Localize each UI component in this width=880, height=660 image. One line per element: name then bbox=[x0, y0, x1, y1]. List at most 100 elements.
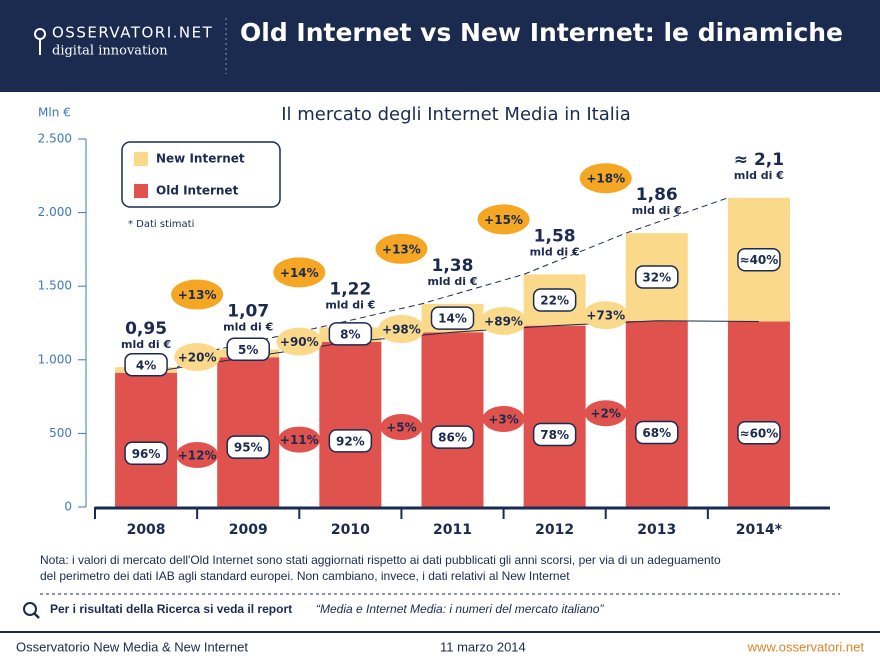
old-growth: +5% bbox=[386, 421, 416, 435]
y-tick-label: 1.000 bbox=[38, 352, 72, 366]
new-growth: +89% bbox=[484, 314, 523, 328]
new-growth-bubble bbox=[582, 301, 629, 330]
bar-segment bbox=[115, 372, 178, 507]
old-share-label: ≈60% bbox=[740, 426, 779, 440]
old-growth-bubble bbox=[584, 400, 627, 427]
total-label: 1,38 bbox=[432, 256, 474, 276]
new-growth-bubble bbox=[174, 343, 221, 372]
note-line: Nota: i valori di mercato dell'Old Inter… bbox=[40, 553, 721, 567]
old-growth-bubble bbox=[278, 426, 321, 453]
bar-segment bbox=[625, 320, 688, 507]
old-share-label-box bbox=[226, 435, 270, 459]
chart-title: Il mercato degli Internet Media in Itali… bbox=[281, 104, 631, 125]
x-tick-label: 2010 bbox=[331, 522, 370, 538]
new-share-label: ≈40% bbox=[740, 253, 779, 267]
total-growth-bubble bbox=[579, 163, 632, 194]
new-growth: +73% bbox=[586, 309, 625, 323]
x-tick-label: 2013 bbox=[637, 522, 676, 538]
old-growth: +12% bbox=[178, 449, 217, 463]
new-growth-bubble bbox=[480, 306, 527, 335]
report-intro: Per i risultati della Ricerca si veda il… bbox=[50, 602, 292, 616]
total-label: 1,86 bbox=[636, 185, 678, 205]
y-tick-label: 2.500 bbox=[38, 132, 72, 146]
old-share-label-box bbox=[430, 425, 475, 449]
total-growth: +14% bbox=[280, 266, 319, 280]
total-label: 0,95 bbox=[125, 319, 167, 339]
bar-segment bbox=[727, 321, 790, 507]
total-growth: +18% bbox=[586, 172, 625, 186]
total-growth: +15% bbox=[484, 213, 523, 227]
legend-swatch bbox=[134, 152, 148, 166]
total-unit: mld di € bbox=[427, 275, 477, 288]
footer-date: 11 marzo 2014 bbox=[440, 639, 526, 654]
old-share-label-box bbox=[635, 420, 679, 445]
old-growth: +11% bbox=[280, 433, 319, 447]
total-growth-bubble bbox=[171, 279, 224, 310]
old-share-label: 86% bbox=[438, 431, 467, 445]
new-growth-bubble bbox=[276, 327, 323, 356]
old-growth-bubble bbox=[482, 405, 525, 432]
total-trend bbox=[176, 197, 729, 368]
old-share-label: 92% bbox=[336, 434, 365, 448]
new-share-label-box bbox=[124, 353, 168, 377]
old-share-label-box bbox=[124, 441, 168, 466]
bar-segment bbox=[319, 341, 382, 507]
new-share-label-box bbox=[328, 322, 373, 346]
x-tick-label: 2008 bbox=[127, 522, 166, 538]
total-growth-bubble bbox=[375, 233, 428, 264]
old-growth: +3% bbox=[488, 412, 518, 426]
bar-segment bbox=[421, 332, 484, 507]
note-line: del perimetro dei dati IAB agli standard… bbox=[40, 569, 570, 583]
total-unit: mld di € bbox=[530, 245, 580, 258]
total-unit: mld di € bbox=[223, 320, 273, 333]
new-share-label: 22% bbox=[540, 294, 569, 308]
total-growth: +13% bbox=[178, 288, 217, 302]
y-axis-label: Mln € bbox=[38, 106, 71, 120]
footer-url: www.osservatori.net bbox=[747, 639, 865, 654]
new-growth-bubble bbox=[378, 315, 425, 344]
bar-segment bbox=[217, 357, 280, 507]
header-bar bbox=[0, 0, 880, 92]
new-share-label: 32% bbox=[642, 271, 671, 285]
total-unit: mld di € bbox=[325, 298, 375, 311]
new-share-label: 5% bbox=[238, 343, 258, 357]
old-share-label: 78% bbox=[540, 428, 569, 442]
x-tick-label: 2014* bbox=[736, 522, 783, 538]
total-label: 1,58 bbox=[534, 226, 576, 246]
new-share-label-box bbox=[430, 306, 475, 330]
new-share-label-box bbox=[532, 288, 577, 312]
old-share-label: 95% bbox=[234, 441, 263, 455]
new-growth: +20% bbox=[178, 351, 217, 365]
legend-swatch bbox=[134, 184, 148, 198]
x-tick-label: 2011 bbox=[433, 522, 472, 538]
old-growth-bubble bbox=[176, 442, 219, 469]
old-share-label: 68% bbox=[642, 426, 671, 440]
footer-left: Osservatorio New Media & New Internet bbox=[16, 639, 248, 654]
y-tick-label: 2.000 bbox=[38, 205, 72, 219]
estimate-note: * Dati stimati bbox=[128, 219, 194, 230]
y-tick-label: 500 bbox=[49, 426, 72, 440]
legend-box bbox=[121, 141, 281, 208]
x-tick-label: 2012 bbox=[535, 522, 574, 538]
total-label: ≈ 2,1 bbox=[734, 150, 784, 170]
new-share-label: 8% bbox=[340, 327, 360, 341]
logo: OSSERVATORI.NET bbox=[52, 24, 213, 42]
bar-segment bbox=[523, 325, 586, 507]
total-growth-bubble bbox=[273, 257, 326, 288]
report-title: “Media e Internet Media: i numeri del me… bbox=[316, 602, 604, 616]
old-growth: +2% bbox=[590, 407, 620, 421]
total-label: 1,22 bbox=[329, 279, 371, 299]
new-growth: +90% bbox=[280, 335, 319, 349]
old-share-label-box bbox=[328, 429, 373, 453]
y-tick-label: 0 bbox=[64, 500, 72, 514]
new-share-label-box bbox=[737, 247, 781, 272]
search-icon bbox=[33, 612, 40, 619]
search-icon bbox=[23, 602, 37, 616]
total-label: 1,07 bbox=[227, 301, 269, 321]
new-share-label: 4% bbox=[136, 358, 156, 372]
header-title: Old Internet vs New Internet: le dinamic… bbox=[240, 18, 843, 47]
total-unit: mld di € bbox=[121, 338, 171, 351]
new-share-label-box bbox=[226, 337, 270, 362]
legend-label: Old Internet bbox=[156, 184, 239, 198]
